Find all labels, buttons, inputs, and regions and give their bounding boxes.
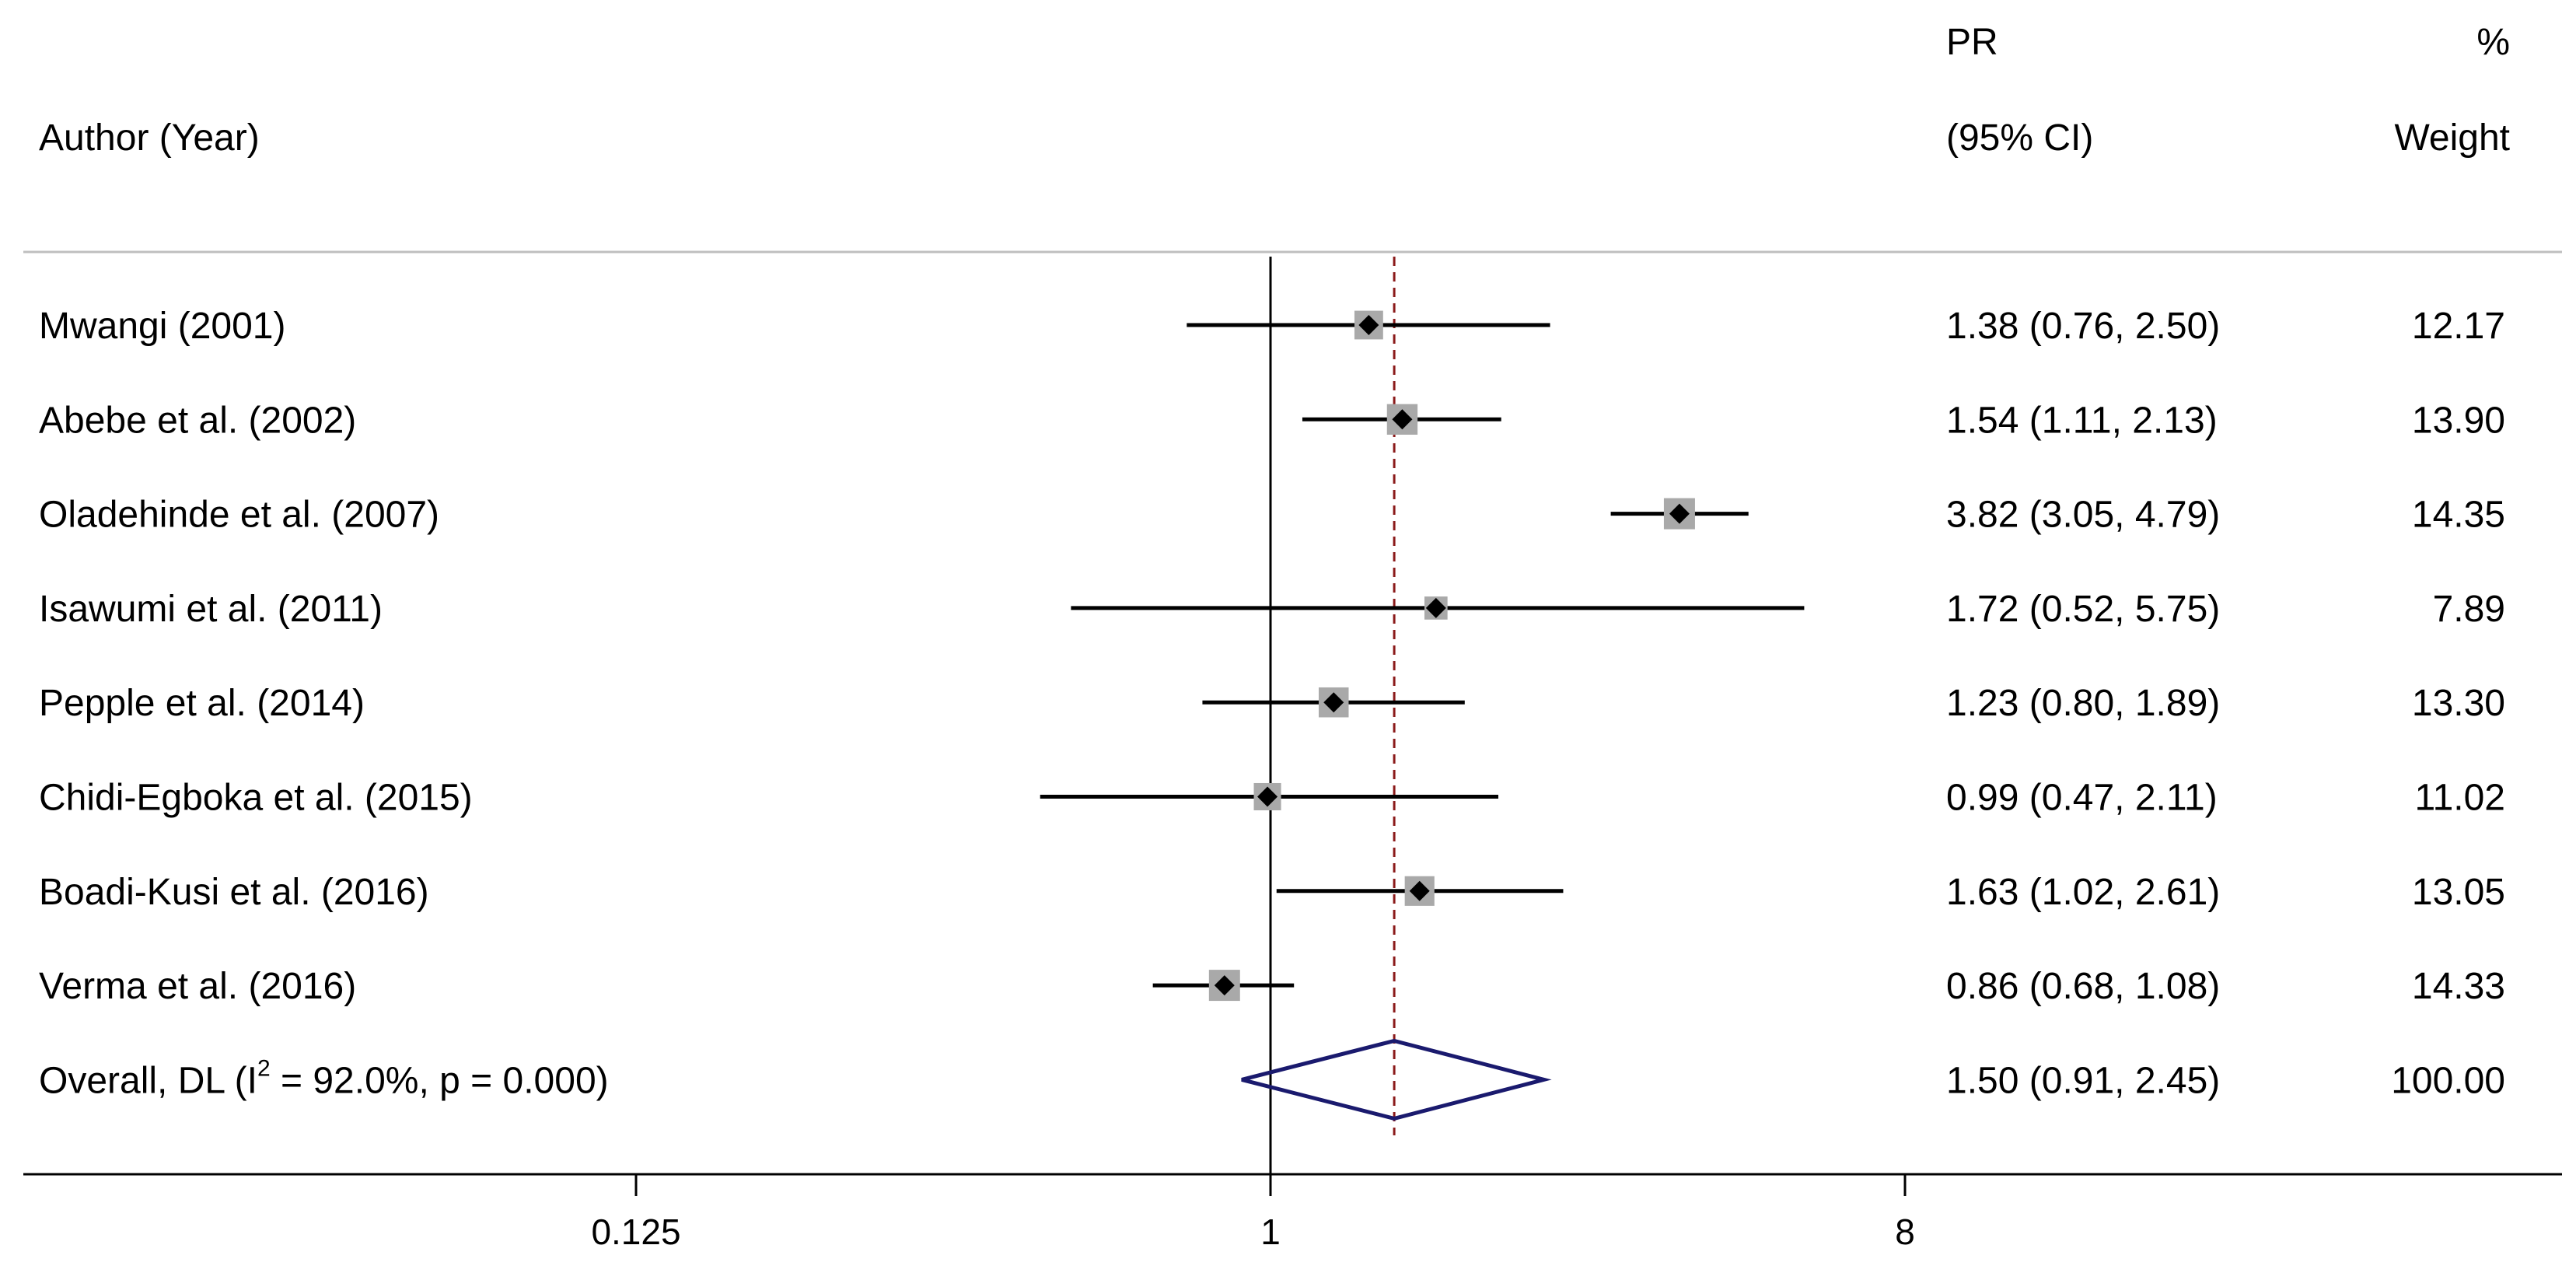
overall-label: Overall, DL (I2 = 92.0%, p = 0.000) (39, 1055, 609, 1101)
x-tick-label: 1 (1260, 1212, 1281, 1252)
header-weight: Weight (2394, 117, 2510, 159)
study-weight: 13.90 (2412, 400, 2505, 441)
study-weight: 13.30 (2412, 683, 2505, 724)
study-label: Mwangi (2001) (39, 306, 285, 347)
overall-diamond (1241, 1038, 1552, 1121)
study-weight: 14.35 (2412, 495, 2505, 536)
overall-ci: 1.50 (0.91, 2.45) (1946, 1060, 2220, 1101)
point-estimate (1257, 786, 1278, 807)
point-estimate (1392, 409, 1413, 430)
study-ci: 1.23 (0.80, 1.89) (1946, 683, 2220, 724)
x-tick-label: 8 (1895, 1212, 1915, 1252)
study-ci: 3.82 (3.05, 4.79) (1946, 495, 2220, 536)
study-label: Isawumi et al. (2011) (39, 589, 383, 630)
study-ci: 0.86 (0.68, 1.08) (1946, 966, 2220, 1007)
overall-weight: 100.00 (2391, 1060, 2505, 1101)
point-estimate (1669, 503, 1690, 524)
point-estimate (1358, 315, 1379, 335)
study-weight: 7.89 (2433, 589, 2505, 630)
study-ci: 0.99 (0.47, 2.11) (1946, 778, 2218, 819)
point-estimate (1214, 975, 1235, 996)
study-label: Oladehinde et al. (2007) (39, 495, 439, 536)
header-percent: % (2476, 22, 2510, 63)
study-weight: 12.17 (2412, 306, 2505, 347)
study-ci: 1.63 (1.02, 2.61) (1946, 872, 2220, 913)
study-label: Chidi-Egboka et al. (2015) (39, 778, 473, 819)
study-weight: 11.02 (2414, 778, 2505, 819)
study-ci: 1.72 (0.52, 5.75) (1946, 589, 2220, 630)
study-label: Boadi-Kusi et al. (2016) (39, 872, 429, 913)
study-ci: 1.54 (1.11, 2.13) (1946, 400, 2218, 441)
study-label: Verma et al. (2016) (39, 966, 356, 1007)
point-estimate (1409, 880, 1430, 901)
study-weight: 13.05 (2412, 872, 2505, 913)
study-label: Pepple et al. (2014) (39, 683, 365, 724)
point-estimate (1323, 692, 1344, 713)
study-label: Abebe et al. (2002) (39, 400, 356, 441)
study-weight: 14.33 (2412, 966, 2505, 1007)
point-estimate (1425, 597, 1446, 618)
x-tick-label: 0.125 (591, 1212, 680, 1252)
header-pr: PR (1946, 22, 1998, 63)
study-ci: 1.38 (0.76, 2.50) (1946, 306, 2220, 347)
header-ci: (95% CI) (1946, 117, 2093, 159)
header-author: Author (Year) (39, 117, 260, 159)
